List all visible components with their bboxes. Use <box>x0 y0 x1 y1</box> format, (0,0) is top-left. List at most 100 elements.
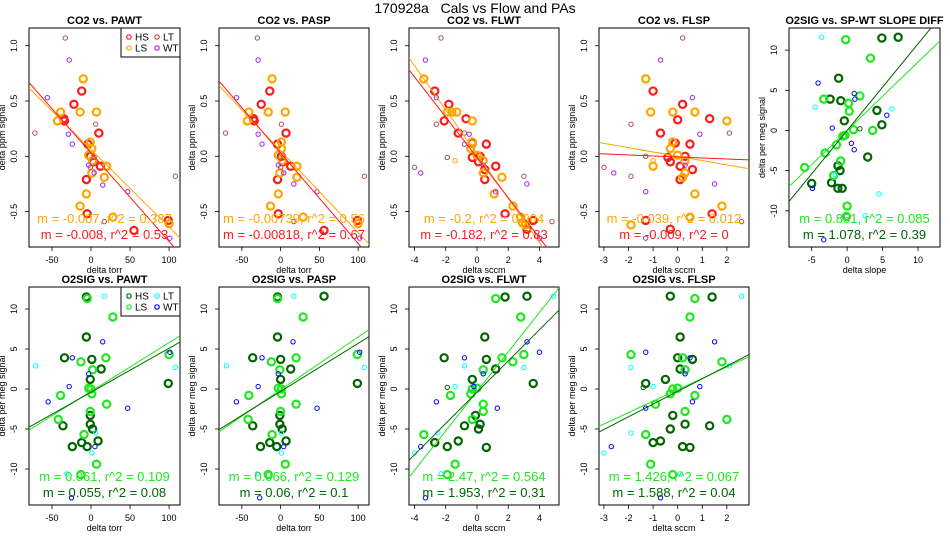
figure-title: 170928a Cals vs Flow and PAs <box>374 0 576 16</box>
data-point-ls <box>497 172 507 183</box>
y-tick-label: 0 <box>9 386 19 391</box>
y-tick-label: 1.0 <box>389 39 399 52</box>
x-tick-label: -50 <box>235 255 248 265</box>
data-point-ls <box>497 353 507 363</box>
x-tick-label: -4 <box>410 255 418 265</box>
data-point-hs-small <box>640 384 646 391</box>
x-tick-label: 0 <box>89 513 94 523</box>
data-point-lt <box>433 121 440 127</box>
plot-frame <box>408 27 560 248</box>
data-point-ls <box>641 429 651 440</box>
y-tick-label: 5 <box>579 346 589 351</box>
fit-annotation-ls: m = -0.007, r^2 = 0.387 <box>37 211 172 226</box>
data-point-ls <box>101 399 112 409</box>
y-tick-label: -0.5 <box>389 204 399 220</box>
legend-marker-hs <box>126 34 132 40</box>
y-axis-label: delta per meg signal <box>0 355 7 436</box>
data-point-lt <box>32 130 38 136</box>
data-point-hs <box>286 364 296 374</box>
data-point-hs <box>467 374 477 385</box>
data-point-wt <box>643 349 649 355</box>
y-tick-label: -5 <box>769 167 779 175</box>
x-tick-label: 50 <box>314 513 324 523</box>
x-tick-label: -50 <box>46 255 59 265</box>
data-point-wt <box>281 170 287 176</box>
data-point-ls <box>451 107 462 117</box>
data-point-ls <box>244 390 254 401</box>
data-point-ls <box>685 212 695 222</box>
y-axis-label: delta per meg signal <box>187 355 197 436</box>
data-point-hs <box>480 332 490 342</box>
fit-annotation-hs: m = 0.06, r^2 = 0.1 <box>240 485 349 500</box>
data-point-lt <box>601 450 607 456</box>
data-point-wt <box>851 147 857 153</box>
fit-annotation-hs: m = 1.953, r^2 = 0.31 <box>422 485 545 500</box>
data-point-ls <box>665 143 676 154</box>
data-point-lt <box>549 218 555 225</box>
data-point-wt <box>643 235 649 241</box>
data-point-ls <box>280 107 290 117</box>
y-tick-label: -10 <box>199 462 209 475</box>
data-point-lt <box>628 173 634 179</box>
fit-line-hs <box>29 341 180 428</box>
x-tick-label: 1 <box>700 513 705 523</box>
data-point-ls <box>690 107 700 117</box>
data-point-ls <box>478 365 488 375</box>
data-point-hs <box>69 99 79 110</box>
x-tick-label: -2 <box>625 513 633 523</box>
data-point-ls <box>843 98 854 108</box>
data-point-hs <box>58 421 68 431</box>
data-point-wt <box>356 235 363 241</box>
data-point-ls <box>516 312 526 322</box>
legend-label-hs: HS <box>135 33 149 44</box>
data-point-wt <box>233 94 240 101</box>
legend-marker-ls <box>126 304 132 310</box>
fit-line-hs <box>219 336 369 430</box>
panel-title: CO2 vs. FLWT <box>447 15 521 27</box>
data-point-lt <box>101 293 108 299</box>
data-point-wt <box>125 405 131 411</box>
legend-label-lt: LT <box>163 33 174 44</box>
data-point-ls <box>99 172 110 183</box>
data-point-hs <box>255 441 266 452</box>
data-point-ls <box>78 74 88 84</box>
x-tick-label: 0 <box>474 255 479 265</box>
points-layer <box>789 28 940 243</box>
data-point-hs <box>680 419 690 429</box>
panel-title: CO2 vs. PAWT <box>67 15 142 27</box>
data-point-ls <box>53 414 63 425</box>
points-layer <box>409 35 555 247</box>
x-tick-label: 100 <box>162 513 177 523</box>
y-tick-label: 10 <box>389 304 399 314</box>
data-point-ls <box>842 201 852 211</box>
data-point-ls <box>108 312 118 322</box>
data-point-hs <box>500 209 510 219</box>
data-point-lt <box>62 35 68 41</box>
data-point-hs <box>668 410 678 421</box>
legend-marker-ls <box>126 45 132 51</box>
data-point-wt <box>290 339 296 345</box>
data-point-lt <box>32 363 39 369</box>
data-point-ls <box>445 390 456 401</box>
plot-frame <box>218 286 370 506</box>
data-point-hs <box>677 99 688 110</box>
x-tick-label: 0 <box>474 513 479 523</box>
panel-title: O2SIG vs. PAWT <box>62 274 148 286</box>
fit-line-ls <box>409 287 559 478</box>
y-tick-label: 5 <box>9 346 19 351</box>
data-point-ls <box>291 399 301 409</box>
data-point-wt <box>167 235 173 241</box>
data-point-ls <box>82 293 92 304</box>
y-tick-label: 0 <box>389 386 399 391</box>
data-point-wt <box>418 170 424 176</box>
data-point-hs <box>272 332 283 342</box>
panel-title: O2SIG vs. FLSP <box>632 274 715 286</box>
data-point-ls <box>841 211 852 222</box>
data-point-ls <box>626 349 636 360</box>
data-point-hs <box>675 332 685 342</box>
data-point-ls-small <box>452 158 458 164</box>
data-point-wt <box>255 383 261 390</box>
data-point-lt <box>643 153 649 160</box>
data-point-hs <box>475 419 485 429</box>
y-tick-label: 0.0 <box>199 150 209 163</box>
